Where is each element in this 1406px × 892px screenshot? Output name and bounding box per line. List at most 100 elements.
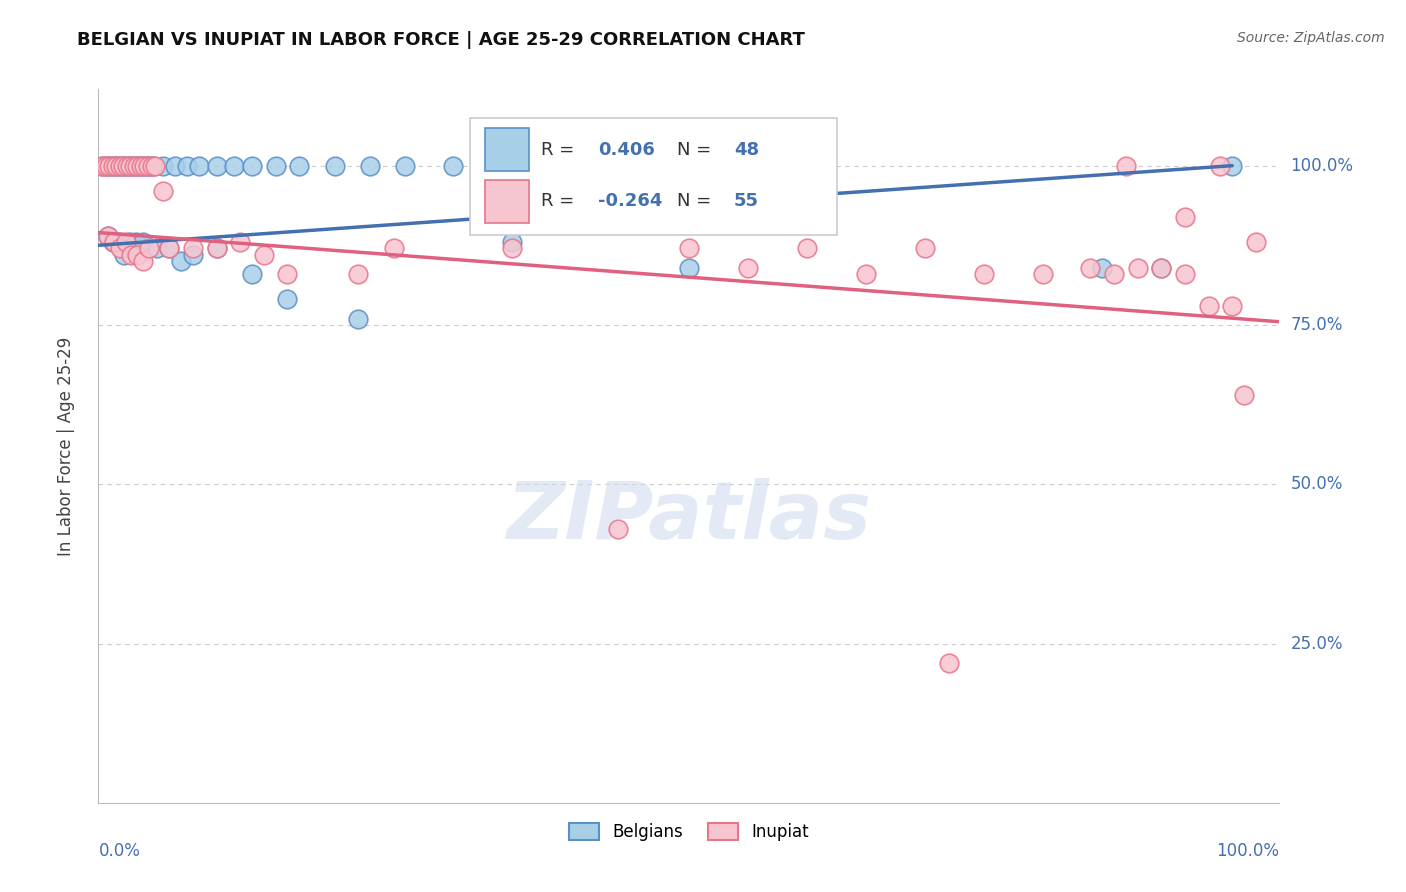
Point xyxy=(103,235,125,249)
Point xyxy=(253,248,276,262)
Point xyxy=(229,235,252,249)
Point xyxy=(264,159,287,173)
Point xyxy=(108,159,131,173)
Point xyxy=(187,159,209,173)
Point xyxy=(181,248,204,262)
Point xyxy=(128,159,150,173)
Point xyxy=(122,159,145,173)
Point xyxy=(176,159,198,173)
Text: 75.0%: 75.0% xyxy=(1291,316,1343,334)
Point xyxy=(607,522,630,536)
Point xyxy=(125,235,148,249)
Point xyxy=(120,235,142,249)
Point xyxy=(97,228,120,243)
Text: 0.406: 0.406 xyxy=(598,141,655,159)
Point xyxy=(1150,260,1173,275)
Text: 0.0%: 0.0% xyxy=(98,842,141,860)
Point xyxy=(737,260,759,275)
Point xyxy=(112,159,135,173)
Point xyxy=(98,159,121,173)
Point xyxy=(105,159,128,173)
Point xyxy=(796,242,818,256)
Point xyxy=(501,242,523,256)
Point xyxy=(914,242,936,256)
Point xyxy=(96,159,118,173)
Point xyxy=(359,159,381,173)
Legend: Belgians, Inupiat: Belgians, Inupiat xyxy=(562,816,815,848)
Text: R =: R = xyxy=(541,141,581,159)
Point xyxy=(1174,210,1197,224)
Point xyxy=(165,159,187,173)
Point xyxy=(323,159,346,173)
Point xyxy=(382,242,405,256)
FancyBboxPatch shape xyxy=(485,128,530,171)
Point xyxy=(347,311,370,326)
Point xyxy=(1244,235,1267,249)
Point xyxy=(170,254,193,268)
Point xyxy=(1115,159,1137,173)
Text: -0.264: -0.264 xyxy=(598,193,662,211)
FancyBboxPatch shape xyxy=(485,180,530,223)
Point xyxy=(205,242,228,256)
Point xyxy=(855,267,877,281)
Text: Source: ZipAtlas.com: Source: ZipAtlas.com xyxy=(1237,31,1385,45)
Point xyxy=(181,242,204,256)
Point xyxy=(115,159,138,173)
Text: 50.0%: 50.0% xyxy=(1291,475,1343,493)
Point xyxy=(94,159,117,173)
Point xyxy=(101,235,124,249)
Text: N =: N = xyxy=(678,193,717,211)
FancyBboxPatch shape xyxy=(471,118,837,235)
Point xyxy=(138,242,160,256)
Point xyxy=(276,267,298,281)
Point xyxy=(1032,267,1054,281)
Point xyxy=(112,248,135,262)
Point xyxy=(394,159,416,173)
Text: R =: R = xyxy=(541,193,581,211)
Point xyxy=(1198,299,1220,313)
Point xyxy=(938,656,960,670)
Point xyxy=(1150,260,1173,275)
Point xyxy=(276,293,298,307)
Point xyxy=(1233,388,1256,402)
Point xyxy=(110,159,132,173)
Point xyxy=(136,159,159,173)
Point xyxy=(142,159,165,173)
Point xyxy=(1126,260,1149,275)
Point xyxy=(157,242,180,256)
Point xyxy=(1091,260,1114,275)
Text: ZIPatlas: ZIPatlas xyxy=(506,478,872,557)
Point xyxy=(108,235,131,249)
Point xyxy=(152,184,174,198)
Point xyxy=(146,242,169,256)
Point xyxy=(97,228,120,243)
Point xyxy=(120,159,142,173)
Text: 100.0%: 100.0% xyxy=(1216,842,1279,860)
Point xyxy=(129,159,152,173)
Point xyxy=(121,159,143,173)
Point xyxy=(678,242,700,256)
Point xyxy=(141,159,163,173)
Point xyxy=(240,159,263,173)
Point xyxy=(1174,267,1197,281)
Point xyxy=(973,267,995,281)
Point xyxy=(127,248,149,262)
Point xyxy=(441,159,464,173)
Point xyxy=(91,159,114,173)
Point xyxy=(127,159,149,173)
Point xyxy=(124,159,146,173)
Point xyxy=(240,267,263,281)
Point xyxy=(157,242,180,256)
Point xyxy=(1080,260,1102,275)
Point xyxy=(1220,159,1243,173)
Y-axis label: In Labor Force | Age 25-29: In Labor Force | Age 25-29 xyxy=(56,336,75,556)
Point xyxy=(135,159,157,173)
Point xyxy=(1209,159,1232,173)
Point xyxy=(91,159,114,173)
Point xyxy=(134,159,156,173)
Point xyxy=(501,235,523,249)
Point xyxy=(132,235,155,249)
Point xyxy=(347,267,370,281)
Point xyxy=(224,159,246,173)
Text: 48: 48 xyxy=(734,141,759,159)
